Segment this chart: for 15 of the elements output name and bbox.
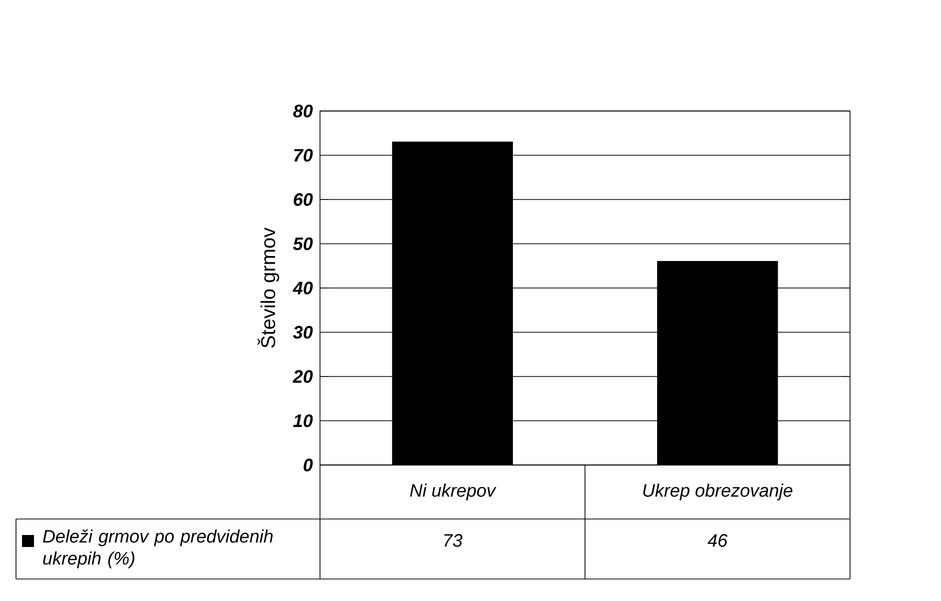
y-tick-label: 80 (293, 104, 313, 118)
y-axis-title: Število grmov (258, 228, 280, 348)
y-tick-label: 20 (292, 370, 313, 383)
y-tick-label: 60 (294, 193, 313, 206)
x-tick-label: Ni ukrepov (410, 484, 496, 500)
y-tick-label: 0 (304, 458, 313, 472)
y-tick-label: 10 (293, 414, 313, 428)
y-tick-label: 30 (293, 326, 313, 339)
data-label: 46 (708, 534, 728, 547)
data-label: 73 (444, 534, 462, 547)
x-tick-label: Ukrep obrezovanje (643, 484, 792, 500)
legend-label: Deleži grmov po predvidenih ukrepih (%) (42, 529, 273, 568)
y-tick-label: 70 (294, 148, 313, 162)
y-tick-label: 40 (292, 282, 313, 294)
y-tick-label: 50 (293, 237, 313, 250)
